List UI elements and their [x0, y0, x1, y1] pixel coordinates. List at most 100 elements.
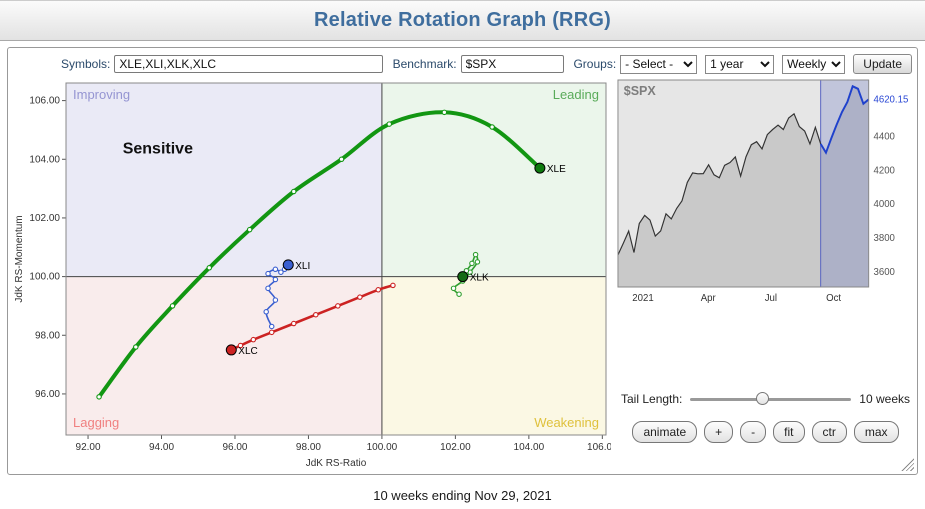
tail-marker: [450, 285, 457, 292]
y-axis-title: JdK RS-Momentum: [14, 215, 25, 302]
main-panel: Symbols: Benchmark: Groups: - Select - 1…: [7, 47, 918, 475]
symbol-dot-xlk[interactable]: [457, 271, 469, 283]
tail-marker: [338, 156, 345, 163]
y-tick-label: 96.00: [35, 389, 60, 400]
tail-marker: [272, 297, 279, 303]
tail-marker: [96, 394, 102, 400]
benchmark-label: Benchmark:: [392, 57, 457, 71]
toolbar: Symbols: Benchmark: Groups: - Select - 1…: [11, 51, 914, 79]
series-xlk[interactable]: XLK: [450, 251, 489, 297]
x-axis-title: JdK RS-Ratio: [306, 458, 367, 469]
tail-marker: [441, 109, 448, 116]
slider-track[interactable]: [690, 398, 852, 401]
tail-length-slider[interactable]: [690, 391, 852, 407]
symbols-input[interactable]: [114, 55, 383, 73]
tail-marker: [456, 291, 462, 297]
spx-area: [617, 86, 869, 287]
tail-marker: [472, 251, 479, 258]
center-button[interactable]: ctr: [811, 421, 847, 443]
tail-marker: [169, 303, 176, 309]
spx-y-tick-label: 4200: [874, 165, 896, 176]
tail-path: [230, 284, 395, 352]
spx-x-tick-label: Apr: [701, 293, 717, 304]
chart-buttons: animate + - fit ctr max: [617, 421, 914, 443]
right-column: 3600 3800 4000 4200 4400 4620.15 2021 Apr Jul Oct…: [611, 79, 914, 471]
symbol-label-xlc: XLC: [238, 346, 257, 357]
slider-thumb[interactable]: [755, 392, 769, 405]
fit-button[interactable]: fit: [773, 421, 805, 443]
tail-marker: [133, 344, 139, 350]
tail-length-value: 10 weeks: [859, 392, 910, 406]
symbol-dot-xlc[interactable]: [225, 344, 237, 356]
spx-y-tick-label: 4400: [874, 131, 896, 142]
tail-marker: [313, 311, 319, 318]
tail-marker: [246, 226, 253, 233]
tail-marker: [250, 336, 257, 343]
spx-y-tick-label: 3800: [874, 233, 896, 244]
app-header: Relative Rotation Graph (RRG): [0, 1, 925, 41]
y-tick-label: 98.00: [35, 330, 60, 341]
spx-x-tick-label: Jul: [765, 293, 777, 304]
rrg-chart[interactable]: 92.00 94.00 96.00 98.00 100.00 102.00 104.00 10…: [11, 79, 611, 471]
tail-marker: [375, 287, 381, 293]
quadrant-leading: [381, 83, 606, 277]
spx-line-highlight: [819, 84, 870, 155]
tail-marker: [291, 188, 297, 195]
max-button[interactable]: max: [853, 421, 899, 443]
tail-marker: [469, 260, 475, 267]
benchmark-input[interactable]: [460, 55, 564, 73]
quadrant-lagging: [66, 276, 382, 435]
tail-marker: [268, 323, 275, 330]
x-tick-label: 102.00: [440, 442, 471, 453]
tail-marker: [291, 320, 297, 327]
spx-plot-border: [617, 79, 870, 288]
quadrant-label-weakening: Weakening: [534, 415, 599, 430]
zoom-in-button[interactable]: +: [704, 421, 734, 443]
spx-y-tick-label: 3600: [874, 267, 896, 278]
x-tick-label: 98.00: [296, 442, 321, 453]
series-xle[interactable]: XLE: [96, 109, 566, 400]
spx-y-tick-label: 4000: [874, 199, 896, 210]
y-tick-label: 102.00: [29, 213, 60, 224]
spx-line: [617, 112, 822, 256]
benchmark-chart: 3600 3800 4000 4200 4400 4620.15 2021 Apr Jul Oct…: [617, 79, 909, 304]
tail-length-control: Tail Length: 10 weeks: [617, 391, 914, 407]
x-tick-label: 92.00: [76, 442, 101, 453]
tail-marker: [263, 309, 269, 315]
groups-label: Groups:: [573, 57, 617, 71]
x-tick-label: 104.00: [514, 442, 545, 453]
spx-last-price-label: 4620.15: [874, 94, 909, 105]
interval-select[interactable]: Weekly: [782, 54, 846, 74]
symbol-dot-xle[interactable]: [534, 162, 546, 174]
animate-button[interactable]: animate: [632, 421, 698, 443]
period-select[interactable]: 1 year: [705, 54, 775, 74]
symbols-label: Symbols:: [61, 57, 111, 71]
zoom-out-button[interactable]: -: [740, 421, 767, 443]
tail-marker: [206, 265, 213, 271]
tail-marker: [272, 276, 279, 283]
symbol-dot-xli[interactable]: [282, 259, 294, 271]
x-tick-label: 100.00: [367, 442, 398, 453]
tail-marker: [489, 124, 495, 130]
page-title: Relative Rotation Graph (RRG): [314, 9, 611, 31]
tail-marker: [386, 121, 393, 127]
tail-marker: [237, 342, 244, 349]
series-xlc[interactable]: XLC: [225, 282, 396, 357]
highlight-band: [820, 80, 869, 287]
tail-marker: [268, 329, 275, 336]
symbol-label-xle: XLE: [547, 164, 566, 175]
content-area: 92.00 94.00 96.00 98.00 100.00 102.00 104.00 10…: [11, 79, 914, 471]
groups-select[interactable]: - Select -: [620, 54, 698, 74]
spx-x-tick-label: Oct: [826, 293, 841, 304]
tail-marker: [272, 266, 279, 273]
update-button[interactable]: Update: [853, 54, 912, 74]
tail-marker: [357, 294, 363, 300]
tail-marker: [390, 282, 396, 289]
y-tick-label: 100.00: [29, 272, 60, 283]
tail-marker: [265, 270, 271, 277]
group-annotation: Sensitive: [123, 140, 193, 157]
x-tick-label: 106.00: [587, 442, 611, 453]
series-xli[interactable]: XLI: [263, 259, 310, 330]
tail-length-label: Tail Length:: [621, 392, 683, 406]
